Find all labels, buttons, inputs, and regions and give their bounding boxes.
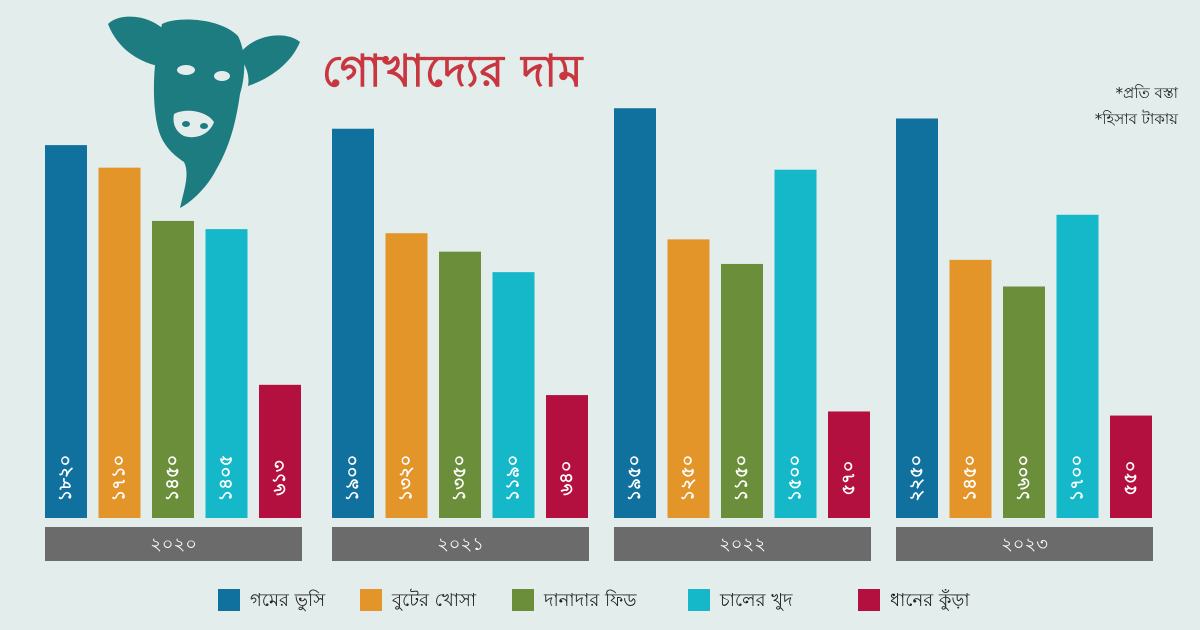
note-per-sack: *প্রতি বস্তা xyxy=(1115,84,1179,102)
legend-swatch-1 xyxy=(360,589,382,611)
legend-label-1: বুটের খোসা xyxy=(391,589,477,611)
bar-2-3 xyxy=(774,169,817,518)
bar-label-2-0: ১৯৫০ xyxy=(624,455,645,502)
bar-label-3-4: ৫৫০ xyxy=(1120,460,1141,495)
bar-2-4 xyxy=(828,411,870,518)
bar-label-3-2: ১৬০০ xyxy=(1013,455,1034,502)
legend-label-0: গমের ভুসি xyxy=(250,590,326,611)
legend-swatch-2 xyxy=(512,589,534,611)
legend-swatch-3 xyxy=(688,589,710,611)
bar-0-3 xyxy=(205,229,248,518)
bar-3-1 xyxy=(949,259,992,518)
legend-label-4: ধানের কুঁড়া xyxy=(890,590,970,611)
bar-label-0-0: ১৮২০ xyxy=(55,455,76,502)
legend-swatch-4 xyxy=(858,589,880,611)
bar-2-0 xyxy=(614,108,656,519)
bar-2-1 xyxy=(667,239,710,519)
bar-label-1-3: ১১৯০ xyxy=(503,455,524,502)
bar-label-2-4: ৫৭০ xyxy=(838,460,859,495)
bar-label-3-0: ২২৫০ xyxy=(906,455,927,502)
bar-3-2 xyxy=(1003,286,1045,518)
bar-1-2 xyxy=(439,251,481,518)
bar-1-0 xyxy=(332,128,374,519)
bar-label-0-1: ১৭১০ xyxy=(109,455,130,502)
year-band-2 xyxy=(614,527,871,561)
bar-1-4 xyxy=(546,395,588,518)
note-currency: *হিসাব টাকায় xyxy=(1094,110,1178,128)
bar-3-3 xyxy=(1056,214,1099,518)
bar-label-3-1: ১৪৫০ xyxy=(960,455,981,502)
legend-swatch-0 xyxy=(218,589,240,611)
bar-1-1 xyxy=(385,233,428,518)
year-label-2: ২০২২ xyxy=(719,534,766,555)
bar-label-1-0: ১৯০০ xyxy=(342,455,363,502)
bar-label-1-4: ৬৪০ xyxy=(556,460,577,495)
bar-label-2-1: ১২৫০ xyxy=(678,455,699,502)
bar-3-4 xyxy=(1110,415,1152,518)
bar-label-1-2: ১৩৫০ xyxy=(449,455,470,502)
bar-label-0-3: ১৪০৫ xyxy=(216,455,237,502)
year-band-0 xyxy=(45,527,302,561)
bar-0-4 xyxy=(259,384,301,518)
bar-label-1-1: ১৩২০ xyxy=(396,455,417,502)
legend-label-3: চালের খুদ xyxy=(719,590,793,611)
year-band-1 xyxy=(332,527,589,561)
bar-0-0 xyxy=(45,145,87,518)
year-label-3: ২০২৩ xyxy=(1001,534,1048,555)
bar-label-0-2: ১৪৫০ xyxy=(162,455,183,502)
bar-0-1 xyxy=(98,167,141,518)
bar-1-3 xyxy=(492,272,535,518)
year-label-1: ২০২১ xyxy=(437,534,484,555)
bar-2-2 xyxy=(721,263,763,518)
bar-3-0 xyxy=(896,118,938,519)
year-label-0: ২০২০ xyxy=(150,534,197,555)
bar-0-2 xyxy=(152,220,194,519)
year-band-3 xyxy=(896,527,1153,561)
bar-label-0-4: ৬১৩ xyxy=(269,460,290,495)
cow-head-icon xyxy=(100,4,305,213)
bar-label-3-3: ১৭০০ xyxy=(1067,455,1088,502)
bar-label-2-3: ১৫০০ xyxy=(785,455,806,502)
chart-title: গোখাদ্যের দাম xyxy=(322,46,584,97)
bar-label-2-2: ১১৫০ xyxy=(731,455,752,502)
legend-label-2: দানাদার ফিড xyxy=(543,590,637,611)
